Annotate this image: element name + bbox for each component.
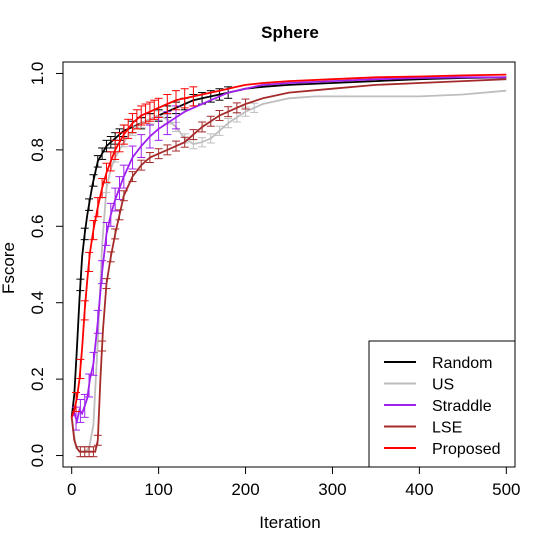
y-tick-label: 1.0 (28, 62, 47, 86)
series-lse (70, 78, 507, 458)
legend-label: US (432, 377, 454, 394)
series-straddle (70, 76, 507, 431)
x-tick-label: 500 (492, 480, 520, 499)
x-tick-label: 400 (405, 480, 433, 499)
y-tick-label: 0.8 (28, 138, 47, 162)
y-tick-label: 0.0 (28, 444, 47, 468)
x-tick-label: 100 (144, 480, 172, 499)
x-tick-label: 300 (318, 480, 346, 499)
legend: Random US Straddle LSE Proposed (368, 340, 516, 468)
series-line-us (70, 89, 507, 453)
y-tick-label: 0.4 (28, 291, 47, 315)
legend-label: Proposed (432, 441, 501, 458)
y-tick-label: 0.6 (28, 214, 47, 238)
series-group (70, 73, 507, 458)
x-tick-label: 200 (231, 480, 259, 499)
x-axis-label: Iteration (259, 513, 320, 532)
legend-label: LSE (432, 420, 462, 437)
y-axis-label: Fscore (0, 242, 18, 294)
x-tick-label: 0 (67, 480, 76, 499)
legend-label: Straddle (432, 398, 492, 415)
chart-title: Sphere (261, 23, 319, 42)
y-tick-label: 0.2 (28, 367, 47, 391)
legend-label: Random (432, 355, 492, 372)
series-proposed (70, 73, 507, 418)
axes: 0 100 200 300 400 500 0.0 0.2 0.4 0.6 0.8 1.0 (28, 62, 520, 499)
